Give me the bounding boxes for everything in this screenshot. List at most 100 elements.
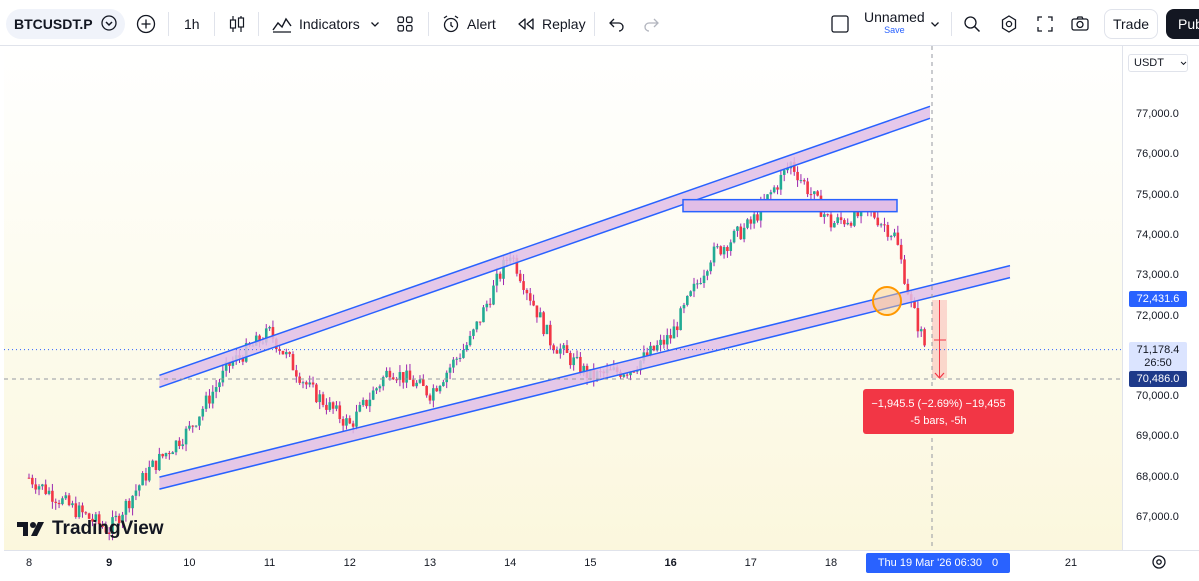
measure-line2: -5 bars, -5h	[910, 415, 967, 427]
candle-body	[67, 495, 71, 506]
candle-body	[188, 425, 191, 429]
upper-channel-fill	[159, 106, 930, 388]
candle-body	[873, 208, 876, 218]
timeframe-button[interactable]: 1h	[184, 9, 200, 39]
candle-body	[766, 194, 769, 201]
candle-body	[198, 416, 201, 426]
candle-body	[485, 303, 489, 308]
candle-body	[582, 365, 586, 374]
layout-name-button[interactable]: Unnamed Save	[830, 9, 925, 39]
settings-button[interactable]	[999, 9, 1019, 39]
candle-body	[74, 503, 78, 518]
candle-body	[729, 242, 733, 252]
price-tick: 68,000.0	[1136, 470, 1179, 483]
candle-body	[298, 376, 301, 383]
layout-dropdown[interactable]	[930, 9, 940, 39]
candle-body	[47, 490, 51, 494]
candle-body	[228, 361, 231, 366]
candle-body	[448, 367, 452, 373]
candle-body	[385, 370, 388, 378]
candle-body	[158, 453, 161, 471]
redo-button[interactable]	[642, 9, 660, 39]
snapshot-button[interactable]	[1070, 9, 1090, 39]
candle-body	[736, 226, 739, 231]
candle-body	[742, 227, 746, 240]
tv-logo-icon	[17, 522, 44, 536]
symbol-search[interactable]: BTCUSDT.P	[6, 9, 125, 39]
undo-button[interactable]	[608, 9, 626, 39]
candle-body	[802, 180, 806, 182]
candle-body	[706, 271, 709, 276]
candle-body	[913, 300, 916, 309]
alert-price-label: 72,431.6	[1129, 291, 1187, 307]
candle-body	[101, 524, 104, 527]
top-toolbar: BTCUSDT.P 1h Indicators Alert Replay	[0, 0, 1199, 46]
candle-body	[335, 405, 338, 409]
candle-body	[462, 350, 465, 358]
candle-body	[271, 327, 275, 339]
candle-body	[722, 247, 726, 255]
candle-body	[549, 324, 552, 346]
candle-body	[301, 382, 305, 384]
candle-body	[111, 517, 114, 534]
publish-button[interactable]: Pub	[1166, 9, 1199, 39]
replay-label: Replay	[542, 16, 586, 32]
candle-body	[665, 335, 669, 345]
chevron-down-icon	[371, 22, 379, 27]
candle-body	[572, 357, 575, 366]
candle-body	[191, 425, 195, 427]
candle-body	[856, 208, 860, 217]
candle-body	[27, 477, 31, 479]
candle-body	[498, 273, 502, 279]
chart-pane[interactable]	[4, 46, 1122, 550]
candle-body	[525, 289, 529, 294]
candle-body	[305, 382, 308, 385]
candle-body	[522, 281, 525, 290]
axis-settings-button[interactable]	[1151, 554, 1167, 575]
candle-body	[555, 350, 559, 354]
candle-body	[629, 371, 632, 376]
candle-body	[181, 444, 185, 447]
chart-type-button[interactable]	[227, 9, 247, 39]
candle-body	[405, 370, 408, 383]
candle-body	[826, 214, 829, 216]
candle-body	[34, 484, 37, 490]
compare-button[interactable]	[136, 9, 156, 39]
indicator-templates-dropdown[interactable]	[370, 9, 380, 39]
exchange-dropdown-icon[interactable]	[100, 14, 117, 34]
candle-body	[315, 384, 318, 403]
candle-body	[893, 232, 896, 237]
candle-body	[375, 388, 378, 391]
candle-body	[107, 532, 111, 534]
candle-body	[211, 391, 215, 404]
currency-select[interactable]: USDT	[1128, 54, 1188, 72]
fullscreen-button[interactable]	[1036, 9, 1054, 39]
candle-body	[916, 308, 920, 332]
candle-body	[799, 180, 803, 182]
candle-body	[719, 246, 723, 255]
publish-label: Pub	[1178, 16, 1199, 32]
candle-body	[792, 162, 796, 172]
candle-body	[154, 460, 158, 471]
candle-body	[321, 394, 325, 405]
indicators-button[interactable]: Indicators	[271, 9, 360, 39]
candle-body	[411, 379, 415, 387]
candle-body	[518, 273, 522, 282]
candle-body	[168, 453, 171, 455]
trade-button[interactable]: Trade	[1104, 9, 1158, 39]
layout-button[interactable]	[396, 9, 414, 39]
candle-body	[649, 345, 652, 356]
candle-body	[355, 411, 358, 427]
replay-button[interactable]: Replay	[516, 9, 586, 39]
quick-search-button[interactable]	[962, 9, 982, 39]
alert-button[interactable]: Alert	[441, 9, 496, 39]
toolbar-divider	[258, 12, 259, 36]
indicators-icon	[272, 17, 292, 33]
candle-body	[425, 385, 428, 396]
candle-body	[395, 379, 398, 381]
camera-icon	[1071, 16, 1089, 31]
candle-body	[562, 345, 565, 349]
redo-icon	[644, 18, 659, 32]
candle-body	[97, 514, 101, 525]
